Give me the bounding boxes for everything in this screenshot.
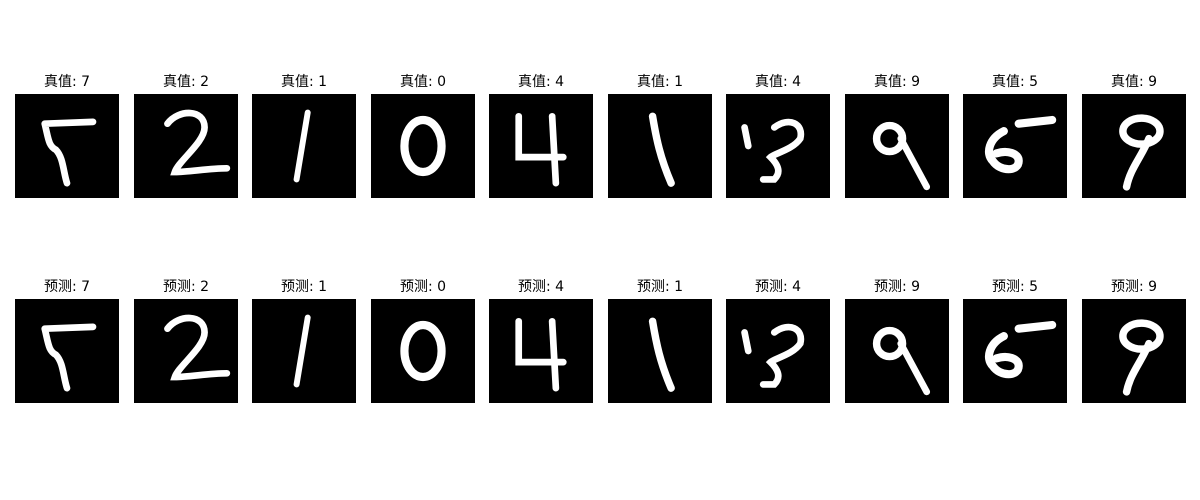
pred-title: 预测: 9 [1110,279,1158,295]
pred-title: 预测: 0 [399,279,447,295]
digit-image [1082,94,1186,198]
digit-image [726,94,830,198]
digit-image [371,94,475,198]
truth-title: 真值: 2 [162,74,210,90]
digit-image [15,94,119,198]
truth-title: 真值: 0 [399,74,447,90]
digit-image [608,94,712,198]
truth-title: 真值: 1 [280,74,328,90]
pred-title: 预测: 4 [517,279,565,295]
truth-title: 真值: 1 [636,74,684,90]
digit-image [134,94,238,198]
digit-image [963,94,1067,198]
pred-title: 预测: 1 [636,279,684,295]
digit-image [489,299,593,403]
digit-image [726,299,830,403]
truth-title: 真值: 9 [1110,74,1158,90]
digit-image [608,299,712,403]
digit-image [371,299,475,403]
truth-title: 真值: 7 [43,74,91,90]
digit-image [1082,299,1186,403]
digit-image [252,94,356,198]
pred-title: 预测: 7 [43,279,91,295]
digit-image [489,94,593,198]
digit-image [252,299,356,403]
pred-title: 预测: 4 [754,279,802,295]
digit-image [134,299,238,403]
digit-image [845,299,949,403]
pred-title: 预测: 2 [162,279,210,295]
truth-title: 真值: 4 [754,74,802,90]
pred-title: 预测: 1 [280,279,328,295]
truth-title: 真值: 9 [873,74,921,90]
pred-title: 预测: 9 [873,279,921,295]
digit-image [15,299,119,403]
truth-title: 真值: 4 [517,74,565,90]
digit-image [845,94,949,198]
truth-title: 真值: 5 [991,74,1039,90]
digit-image [963,299,1067,403]
pred-title: 预测: 5 [991,279,1039,295]
